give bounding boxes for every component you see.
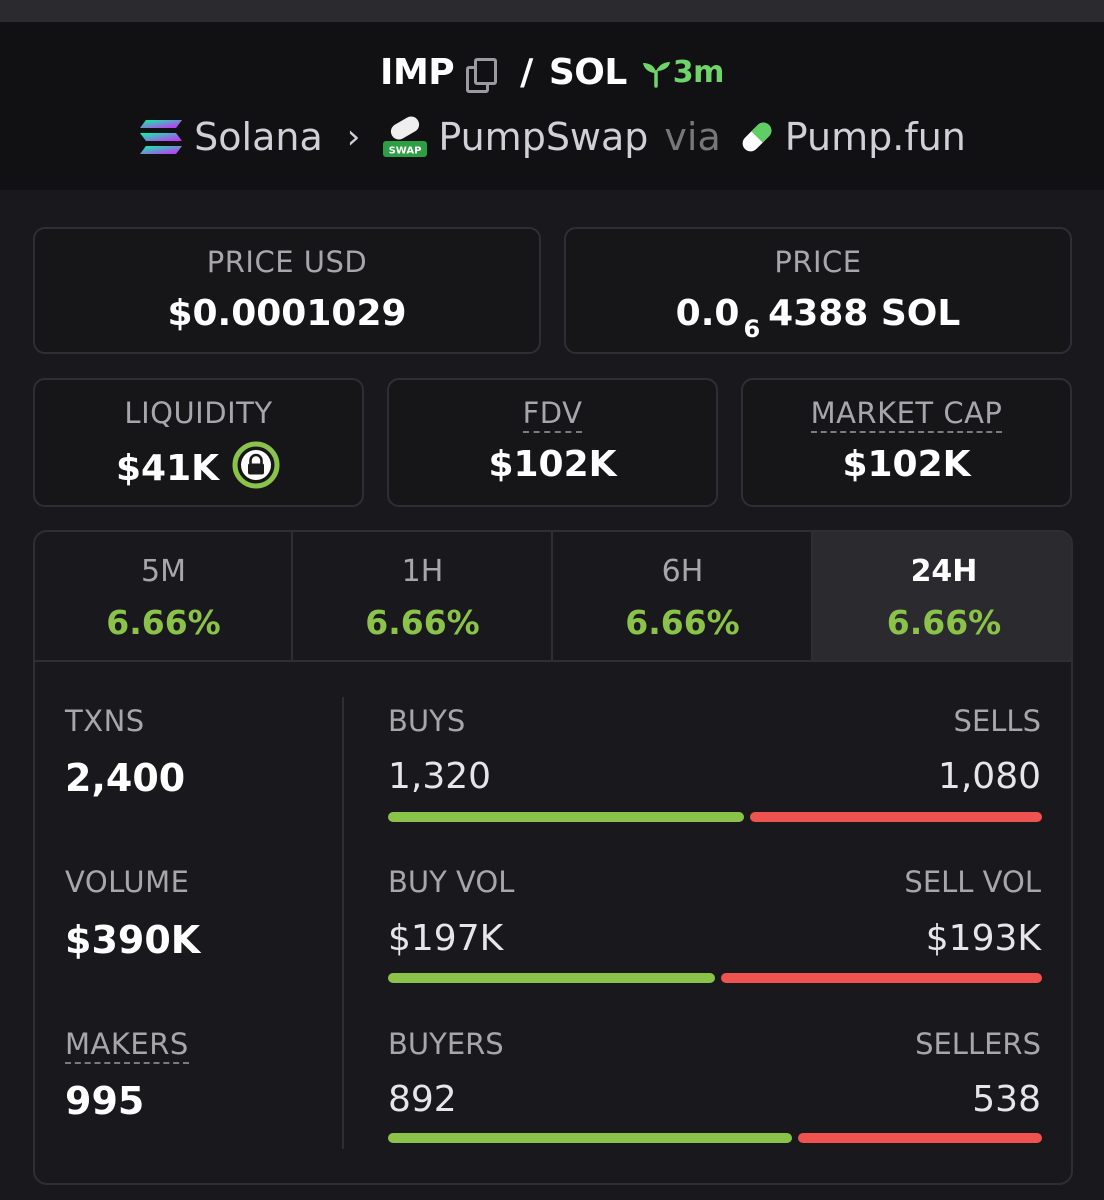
makers-label[interactable]: MAKERS <box>65 1027 189 1064</box>
buyers-value: 892 <box>388 1079 457 1120</box>
tab-5m-change: 6.66% <box>106 603 221 642</box>
price-usd-value: $0.0001029 <box>167 293 407 334</box>
price-native-zero-count: 6 <box>743 315 761 343</box>
chevron-right-icon: › <box>346 117 361 157</box>
tab-24h[interactable]: 24H 6.66% <box>813 532 1071 662</box>
stats-divider <box>342 697 344 1149</box>
sells-label: SELLS <box>953 704 1041 738</box>
base-token-symbol: IMP <box>380 52 455 93</box>
price-native-digits: 4388 SOL <box>768 293 961 334</box>
pair-separator: / <box>520 52 533 93</box>
tab-6h[interactable]: 6H 6.66% <box>553 532 812 662</box>
route-breadcrumb: Solana › SWAP PumpSwap via Pump.fun <box>0 114 1104 160</box>
launchpad-link[interactable]: Pump.fun <box>784 115 966 159</box>
sells-value: 1,080 <box>937 756 1041 797</box>
pumpswap-icon: SWAP <box>383 116 428 157</box>
liquidity-value: $41K <box>115 448 220 489</box>
liquidity-label: LIQUIDITY <box>124 396 273 430</box>
fdv-value: $102K <box>488 444 617 485</box>
buyers-label: BUYERS <box>388 1027 504 1061</box>
txns-value: 2,400 <box>65 756 186 800</box>
window-top-strip <box>0 0 1104 22</box>
price-usd-card: PRICE USD $0.0001029 <box>33 227 541 354</box>
buys-label: BUYS <box>388 704 466 738</box>
tab-1h-change: 6.66% <box>365 603 480 642</box>
tab-5m-label: 5M <box>141 554 186 589</box>
volume-label: VOLUME <box>65 865 190 899</box>
solana-icon <box>140 120 183 154</box>
chain-link[interactable]: Solana <box>194 115 323 159</box>
price-usd-label: PRICE USD <box>206 245 368 279</box>
swap-badge-text: SWAP <box>389 146 422 157</box>
tab-divider <box>291 532 293 662</box>
market-cap-card: MARKET CAP $102K <box>741 378 1072 507</box>
fdv-card: FDV $102K <box>387 378 718 507</box>
dex-link[interactable]: PumpSwap <box>438 115 649 159</box>
sells-bar <box>750 812 1042 822</box>
liquidity-value-row: $41K <box>35 440 362 490</box>
sellers-bar <box>798 1133 1042 1143</box>
sellers-value: 538 <box>972 1079 1041 1120</box>
fdv-label[interactable]: FDV <box>522 396 583 433</box>
buy-vol-label: BUY VOL <box>388 865 515 899</box>
buys-value: 1,320 <box>388 756 492 797</box>
pair-header: IMP / SOL 3m Solana › SWAP <box>0 22 1104 190</box>
copy-icon[interactable] <box>466 57 498 93</box>
via-label: via <box>664 115 721 159</box>
buyers-bar <box>388 1133 792 1143</box>
sell-vol-value: $193K <box>925 918 1041 959</box>
txns-label: TXNS <box>65 704 145 738</box>
quote-token-symbol: SOL <box>548 52 627 93</box>
tab-1h-label: 1H <box>401 554 444 589</box>
lock-icon[interactable] <box>231 440 281 490</box>
price-native-prefix: 0.0 <box>675 293 740 334</box>
buys-bar <box>388 812 744 822</box>
tab-6h-label: 6H <box>661 554 704 589</box>
pumpfun-icon <box>742 122 772 152</box>
tab-divider <box>811 532 813 662</box>
sprout-icon <box>642 61 670 88</box>
makers-value: 995 <box>65 1079 145 1123</box>
sellers-label: SELLERS <box>915 1027 1041 1061</box>
buy-vol-value: $197K <box>388 918 504 959</box>
tab-6h-change: 6.66% <box>625 603 740 642</box>
tab-divider <box>551 532 553 662</box>
tab-5m[interactable]: 5M 6.66% <box>35 532 292 662</box>
pair-age: 3m <box>672 55 725 90</box>
price-native-value: 0.0 6 4388 SOL <box>566 293 1070 343</box>
price-native-label: PRICE <box>774 245 862 279</box>
tab-24h-change: 6.66% <box>886 603 1002 642</box>
liquidity-card: LIQUIDITY $41K <box>33 378 364 507</box>
buy-vol-bar <box>388 973 715 983</box>
price-native-card: PRICE 0.0 6 4388 SOL <box>564 227 1072 354</box>
timeframe-panel: 5M 6.66% 1H 6.66% 6H 6.66% 24H 6.66% TXN… <box>33 530 1073 1185</box>
pair-title: IMP / SOL 3m <box>0 52 1104 93</box>
sell-vol-label: SELL VOL <box>904 865 1041 899</box>
tab-24h-label: 24H <box>910 554 978 589</box>
volume-value: $390K <box>65 918 201 962</box>
sell-vol-bar <box>721 973 1042 983</box>
tab-1h[interactable]: 1H 6.66% <box>293 532 552 662</box>
market-cap-value: $102K <box>842 444 971 485</box>
market-cap-label[interactable]: MARKET CAP <box>810 396 1003 433</box>
